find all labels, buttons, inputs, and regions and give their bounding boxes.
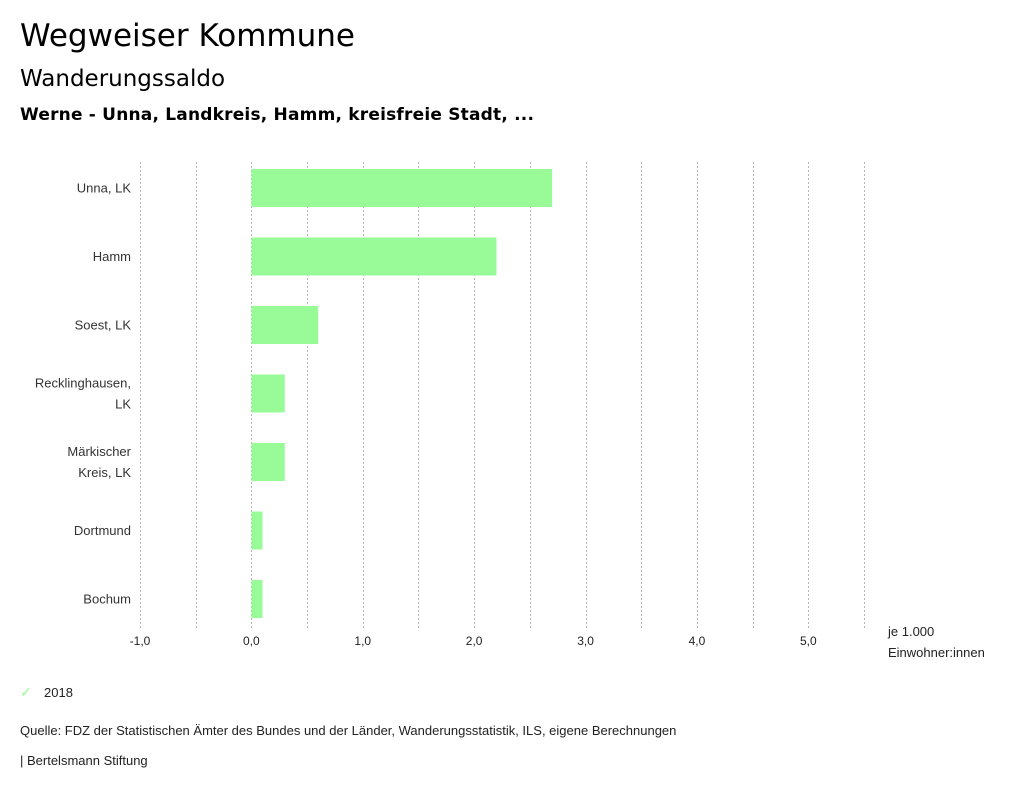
x-tick-label: -1,0 — [130, 634, 151, 648]
category-label: Unna, LK — [77, 181, 132, 196]
x-tick-labels: -1,0 0,0 1,0 2,0 3,0 4,0 5,0 — [130, 634, 817, 648]
bar[interactable] — [251, 306, 319, 344]
category-label: Märkischer — [67, 444, 131, 459]
legend-item-2018[interactable]: ✓ 2018 — [20, 684, 73, 701]
category-label: Kreis, LK — [78, 465, 131, 480]
bar[interactable] — [251, 374, 285, 413]
x-tick-label: 2,0 — [466, 634, 483, 648]
chart-subtitle: Wanderungssaldo — [20, 66, 226, 92]
grid-lines — [140, 162, 865, 628]
credit-note: | Bertelsmann Stiftung — [20, 753, 148, 768]
legend-label: 2018 — [44, 685, 73, 700]
category-labels: Unna, LK Hamm Soest, LK Recklinghausen, LK Mä… — [35, 181, 132, 607]
x-tick-label: 1,0 — [354, 634, 371, 648]
check-icon: ✓ — [20, 684, 32, 700]
x-tick-label: 3,0 — [577, 634, 594, 648]
category-label: Dortmund — [74, 523, 131, 538]
category-label: Hamm — [93, 249, 131, 264]
bar[interactable] — [251, 580, 263, 618]
bar-chart: Unna, LK Hamm Soest, LK Recklinghausen, LK Mä… — [35, 162, 865, 648]
category-label: Bochum — [83, 592, 131, 607]
x-axis-unit: je 1.000 Einwohner:innen — [888, 621, 985, 663]
category-label: Soest, LK — [75, 318, 132, 333]
category-label: LK — [115, 397, 131, 412]
x-tick-label: 0,0 — [243, 634, 260, 648]
source-note: Quelle: FDZ der Statistischen Ämter des … — [20, 723, 677, 738]
bars — [251, 169, 553, 618]
bar[interactable] — [251, 169, 553, 207]
x-axis-unit-line-1: je 1.000 — [888, 624, 935, 639]
x-tick-label: 4,0 — [689, 634, 706, 648]
bar[interactable] — [251, 511, 263, 550]
region-selector[interactable]: Werne - Unna, Landkreis, Hamm, kreisfrei… — [20, 105, 535, 125]
bar[interactable] — [251, 237, 497, 276]
page-title: Wegweiser Kommune — [20, 18, 355, 54]
x-axis-unit-line-2: Einwohner:innen — [888, 645, 985, 660]
category-label: Recklinghausen, — [35, 376, 131, 391]
x-tick-label: 5,0 — [800, 634, 817, 648]
bar[interactable] — [251, 443, 285, 481]
